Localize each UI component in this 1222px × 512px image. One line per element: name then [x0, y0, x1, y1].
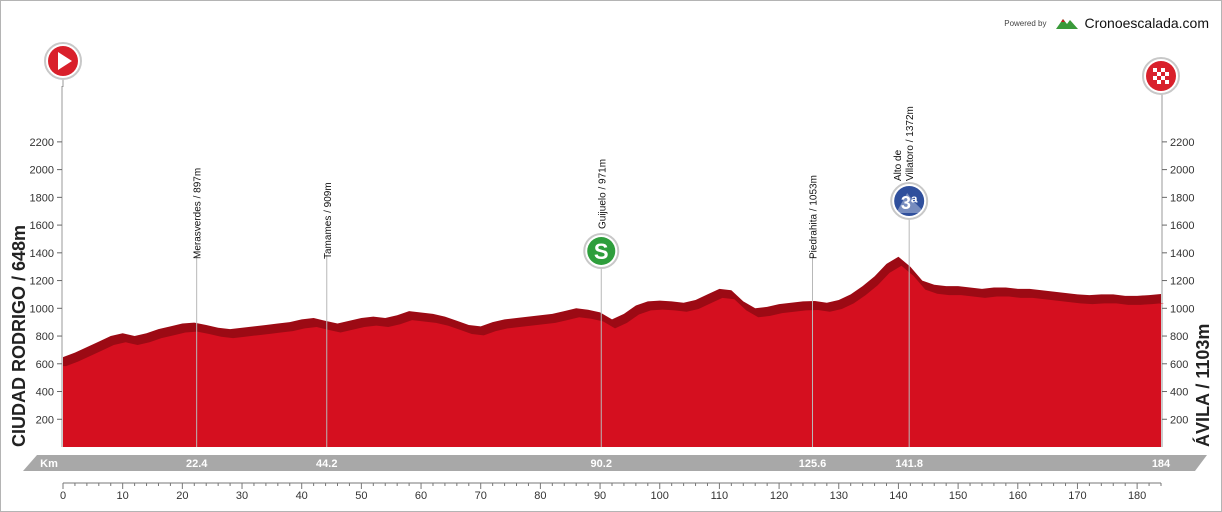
- y-tick-label-left: 1400: [30, 248, 54, 260]
- x-tick-label: 150: [949, 490, 967, 502]
- km-marker-label: 22.4: [186, 458, 208, 470]
- x-tick-label: 80: [534, 490, 546, 502]
- x-tick-label: 0: [60, 490, 66, 502]
- x-tick-label: 10: [117, 490, 129, 502]
- x-tick-label: 70: [475, 490, 487, 502]
- poi-label-group: Piedrahita / 1053m: [809, 175, 820, 259]
- brand-text: Cronoescalada.com: [1084, 15, 1209, 31]
- poi-label: Villatoro / 1372m: [905, 106, 916, 181]
- x-tick-label: 160: [1009, 490, 1027, 502]
- y-tick-label-right: 1600: [1170, 220, 1194, 232]
- x-tick-label: 180: [1128, 490, 1146, 502]
- km-ribbon-label: Km: [40, 458, 58, 470]
- powered-by-text: Powered by: [1004, 18, 1047, 28]
- profile-area: [63, 265, 1164, 447]
- y-tick-label-left: 800: [36, 331, 54, 343]
- sprint-marker-text: S: [594, 239, 609, 264]
- km-ribbon: [23, 455, 1207, 471]
- x-tick-label: 30: [236, 490, 248, 502]
- x-tick-label: 140: [889, 490, 907, 502]
- y-tick-label-left: 1200: [30, 276, 54, 288]
- y-tick-label-left: 2000: [30, 165, 54, 177]
- flag-square: [1161, 68, 1165, 72]
- flag-square: [1157, 72, 1161, 76]
- km-marker-label: 141.8: [895, 458, 923, 470]
- flag-square: [1161, 76, 1165, 80]
- finish-location-label: ÁVILA / 1103m: [1193, 323, 1213, 447]
- y-tick-label-left: 1800: [30, 192, 54, 204]
- play-triangle: [58, 52, 72, 70]
- x-tick-label: 170: [1068, 490, 1086, 502]
- flag-square: [1165, 80, 1169, 84]
- x-tick-label: 20: [176, 490, 188, 502]
- poi-label: Tamames / 909m: [323, 182, 334, 259]
- x-tick-label: 120: [770, 490, 788, 502]
- y-tick-label-right: 1800: [1170, 192, 1194, 204]
- km-marker-label: 90.2: [591, 458, 612, 470]
- y-tick-label-right: 1200: [1170, 276, 1194, 288]
- x-tick-label: 110: [711, 490, 729, 502]
- flag-square: [1153, 68, 1157, 72]
- y-tick-label-right: 2200: [1170, 137, 1194, 149]
- credit: Powered by Cronoescalada.com: [1004, 15, 1209, 31]
- flag-square: [1153, 76, 1157, 80]
- poi-label-group: Alto de Villatoro / 1372m: [893, 106, 916, 181]
- km-marker-label: 125.6: [799, 458, 827, 470]
- sprint-marker-icon: [587, 237, 616, 265]
- x-tick-label: 40: [296, 490, 308, 502]
- y-tick-label-right: 1400: [1170, 248, 1194, 260]
- x-tick-label: 90: [594, 490, 606, 502]
- poi-label-group: Merasverdes / 897m: [193, 168, 204, 259]
- flag-square: [1157, 80, 1161, 84]
- poi-label: Piedrahita / 1053m: [809, 175, 820, 259]
- km-marker-label: 44.2: [316, 458, 337, 470]
- start-location-label: CIUDAD RODRIGO / 648m: [9, 224, 29, 447]
- km-marker-label: 184: [1152, 458, 1171, 470]
- poi-label-group: Guijuelo / 971m: [597, 159, 608, 229]
- y-tick-label-left: 2200: [30, 137, 54, 149]
- mountain-logo-icon: [1056, 19, 1079, 29]
- y-tick-label-left: 1600: [30, 220, 54, 232]
- x-tick-label: 60: [415, 490, 427, 502]
- poi-label: Merasverdes / 897m: [193, 168, 204, 259]
- flag-square: [1165, 72, 1169, 76]
- x-tick-label: 50: [355, 490, 367, 502]
- y-tick-label-right: 400: [1170, 387, 1188, 399]
- y-tick-label-right: 200: [1170, 414, 1188, 426]
- y-tick-label-left: 1000: [30, 303, 54, 315]
- y-tick-label-left: 400: [36, 387, 54, 399]
- y-tick-label-right: 1000: [1170, 303, 1194, 315]
- poi-label-group: Tamames / 909m: [323, 182, 334, 259]
- y-tick-label-right: 2000: [1170, 165, 1194, 177]
- climb-marker-text: 3ª: [901, 193, 918, 213]
- y-tick-label-right: 800: [1170, 331, 1188, 343]
- y-tick-label-left: 200: [36, 414, 54, 426]
- x-tick-label: 100: [651, 490, 669, 502]
- climb-marker-icon: [894, 186, 925, 216]
- poi-label: Alto de: [893, 149, 904, 181]
- x-tick-label: 130: [830, 490, 848, 502]
- y-tick-label-right: 600: [1170, 359, 1188, 371]
- climb-mountain-icon: [897, 193, 922, 213]
- poi-label: Guijuelo / 971m: [597, 159, 608, 229]
- y-tick-label-left: 600: [36, 359, 54, 371]
